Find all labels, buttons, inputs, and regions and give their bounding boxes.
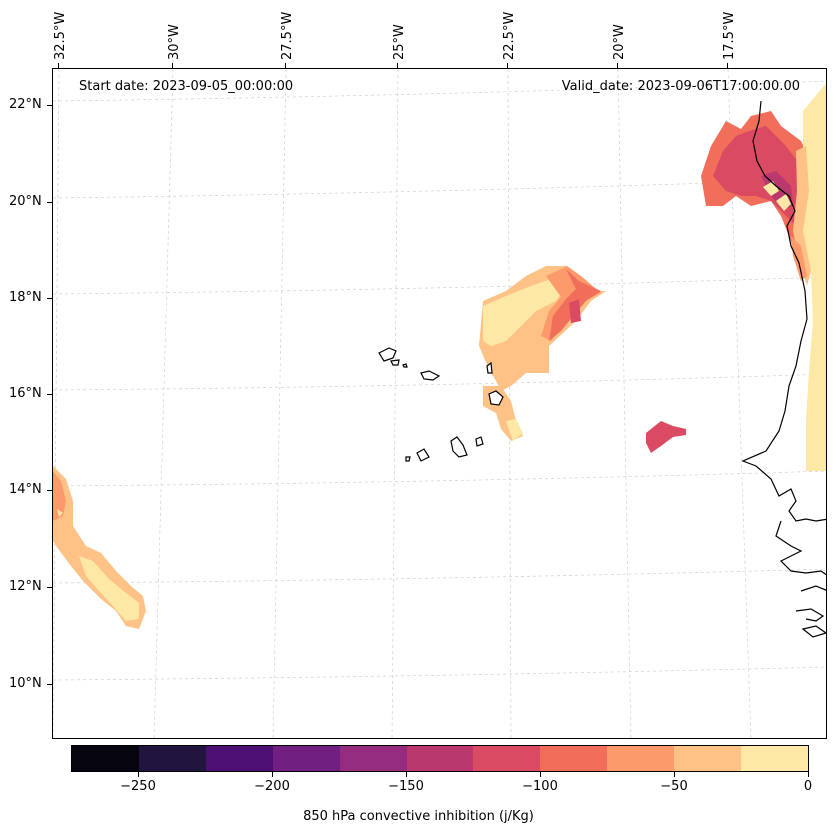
colorbar-tick bbox=[138, 772, 139, 777]
start-date-label: Start date: 2023-09-05_00:00:00 bbox=[79, 79, 294, 94]
valid-date-label: Valid_date: 2023-09-06T17:00:00.00 bbox=[561, 79, 800, 94]
lon-tick bbox=[617, 63, 618, 68]
cin-contour-cape-verde bbox=[479, 266, 606, 441]
colorbar-tick bbox=[808, 772, 809, 777]
graticule bbox=[53, 69, 826, 738]
colorbar-segment bbox=[72, 746, 139, 771]
lon-label-32-5: 32.5°W bbox=[53, 11, 68, 60]
lon-tick bbox=[727, 63, 728, 68]
colorbar-label: 0 bbox=[803, 779, 813, 794]
lat-label-16: 16°N bbox=[9, 386, 42, 401]
lat-tick bbox=[47, 202, 52, 203]
colorbar-title: 850 hPa convective inhibition (j/Kg) bbox=[303, 809, 534, 824]
colorbar-label: −250 bbox=[120, 779, 156, 794]
lon-tick bbox=[58, 63, 59, 68]
lon-label-27-5: 27.5°W bbox=[280, 11, 295, 60]
colorbar-segment bbox=[205, 746, 273, 771]
lon-label-22-5: 22.5°W bbox=[502, 11, 517, 60]
colorbar-segment bbox=[272, 746, 340, 771]
lon-tick bbox=[507, 63, 508, 68]
lat-label-22: 22°N bbox=[9, 97, 42, 112]
lon-tick bbox=[397, 63, 398, 68]
colorbar-label: −50 bbox=[660, 779, 688, 794]
colorbar-segment bbox=[138, 746, 206, 771]
lat-tick bbox=[47, 490, 52, 491]
lat-tick bbox=[47, 587, 52, 588]
cape-verde-islands bbox=[378, 347, 504, 462]
lat-label-12: 12°N bbox=[9, 579, 42, 594]
colorbar-label: −150 bbox=[388, 779, 424, 794]
colorbar bbox=[71, 745, 809, 772]
coastlines bbox=[741, 100, 826, 638]
lon-label-17-5: 17.5°W bbox=[722, 11, 737, 60]
lon-label-20: 20°W bbox=[612, 24, 627, 60]
lat-tick bbox=[47, 105, 52, 106]
colorbar-segment bbox=[339, 746, 407, 771]
colorbar-tick bbox=[674, 772, 675, 777]
lat-label-20: 20°N bbox=[9, 194, 42, 209]
colorbar-segment bbox=[674, 746, 742, 771]
cin-contour-southwest bbox=[53, 466, 146, 629]
map-panel: Start date: 2023-09-05_00:00:00 Valid_da… bbox=[52, 68, 827, 739]
lat-tick bbox=[47, 394, 52, 395]
colorbar-label: −200 bbox=[254, 779, 290, 794]
cin-contour-north-coast bbox=[701, 111, 816, 261]
lat-tick bbox=[47, 684, 52, 685]
lon-tick bbox=[285, 63, 286, 68]
colorbar-segment bbox=[741, 746, 808, 771]
lat-label-14: 14°N bbox=[9, 482, 42, 497]
lat-label-18: 18°N bbox=[9, 290, 42, 305]
lat-tick bbox=[47, 298, 52, 299]
colorbar-tick bbox=[272, 772, 273, 777]
colorbar-tick bbox=[406, 772, 407, 777]
lon-tick bbox=[172, 63, 173, 68]
colorbar-tick bbox=[540, 772, 541, 777]
colorbar-segment bbox=[540, 746, 608, 771]
cin-contour-east-edge bbox=[791, 83, 826, 471]
colorbar-segment bbox=[406, 746, 474, 771]
lon-label-25: 25°W bbox=[392, 24, 407, 60]
map-canvas bbox=[53, 69, 826, 738]
lat-label-10: 10°N bbox=[9, 676, 42, 691]
cin-contour-small-east bbox=[646, 421, 686, 453]
colorbar-label: −100 bbox=[522, 779, 558, 794]
colorbar-segment bbox=[607, 746, 675, 771]
colorbar-segment bbox=[473, 746, 541, 771]
lon-label-30: 30°W bbox=[167, 24, 182, 60]
